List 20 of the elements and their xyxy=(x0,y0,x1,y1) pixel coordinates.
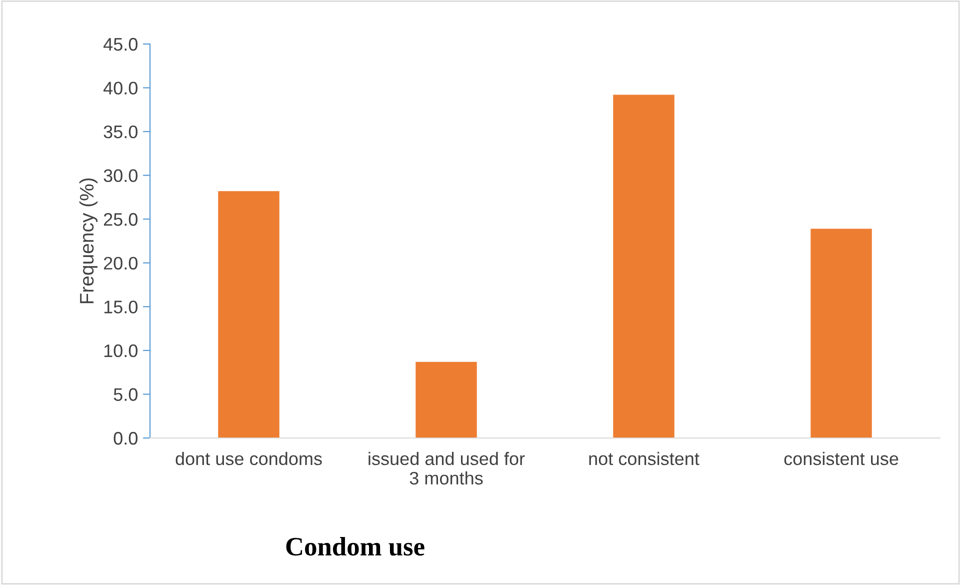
y-tick-label: 45.0 xyxy=(103,38,138,51)
y-tick-label: 30.0 xyxy=(104,169,138,182)
y-tick-label: 20.0 xyxy=(104,256,138,270)
y-axis-title: Frequency (%) xyxy=(79,178,98,304)
bar xyxy=(613,94,674,438)
bar xyxy=(218,191,280,438)
y-tick-label: 40.0 xyxy=(103,82,138,94)
bar xyxy=(416,362,477,438)
y-tick-label: 10.0 xyxy=(104,344,138,358)
y-tick-label: 25.0 xyxy=(104,213,138,226)
y-tick-label: 15.0 xyxy=(104,300,138,314)
y-tick-label: 0.0 xyxy=(114,432,138,445)
text: Condom use xyxy=(286,537,424,556)
bar xyxy=(810,228,872,438)
y-tick-label: 5.0 xyxy=(114,388,138,401)
x-tick-label: dont use condoms xyxy=(176,452,322,466)
x-tick-label: not consistent xyxy=(589,452,700,466)
y-tick-label: 35.0 xyxy=(104,125,138,138)
x-tick-label: consistent use xyxy=(784,452,898,466)
x-tick-label: issued and used for 3 months xyxy=(368,452,525,485)
